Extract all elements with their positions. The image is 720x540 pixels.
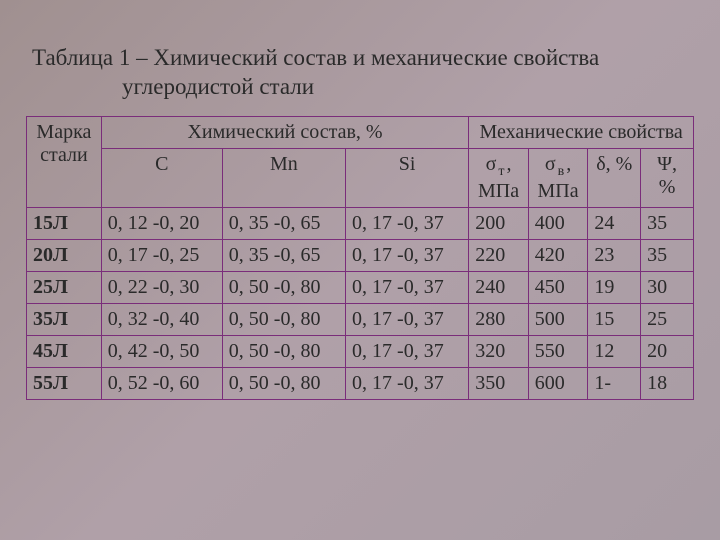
- cell-d: 15: [588, 303, 641, 335]
- cell-sv: 450: [528, 271, 588, 303]
- cell-c: 0, 12 -0, 20: [101, 207, 222, 239]
- cell-c: 0, 32 -0, 40: [101, 303, 222, 335]
- cell-mn: 0, 50 -0, 80: [222, 335, 345, 367]
- header-chem: Химический состав, %: [101, 116, 469, 148]
- cell-p: 35: [641, 207, 694, 239]
- cell-si: 0, 17 -0, 37: [346, 271, 469, 303]
- cell-m: 35Л: [27, 303, 102, 335]
- cell-m: 45Л: [27, 335, 102, 367]
- table-title: Таблица 1 – Химический состав и механиче…: [26, 44, 694, 102]
- header-sigma-v: σв, МПа: [528, 148, 588, 207]
- header-marka: Марка стали: [27, 116, 102, 207]
- cell-st: 220: [469, 239, 529, 271]
- title-line2: углеродистой стали: [32, 73, 694, 102]
- cell-si: 0, 17 -0, 37: [346, 367, 469, 399]
- table-row: 15Л0, 12 -0, 200, 35 -0, 650, 17 -0, 372…: [27, 207, 694, 239]
- cell-d: 24: [588, 207, 641, 239]
- cell-sv: 600: [528, 367, 588, 399]
- cell-si: 0, 17 -0, 37: [346, 207, 469, 239]
- cell-si: 0, 17 -0, 37: [346, 335, 469, 367]
- header-c: С: [101, 148, 222, 207]
- cell-si: 0, 17 -0, 37: [346, 239, 469, 271]
- header-sigma-t: σт, МПа: [469, 148, 529, 207]
- cell-mn: 0, 50 -0, 80: [222, 303, 345, 335]
- cell-m: 15Л: [27, 207, 102, 239]
- table-row: 55Л0, 52 -0, 600, 50 -0, 800, 17 -0, 373…: [27, 367, 694, 399]
- header-si: Si: [346, 148, 469, 207]
- header-delta: δ, %: [588, 148, 641, 207]
- cell-p: 18: [641, 367, 694, 399]
- cell-m: 25Л: [27, 271, 102, 303]
- cell-st: 240: [469, 271, 529, 303]
- cell-d: 23: [588, 239, 641, 271]
- cell-c: 0, 52 -0, 60: [101, 367, 222, 399]
- header-mech: Механические свойства: [469, 116, 694, 148]
- cell-st: 200: [469, 207, 529, 239]
- cell-mn: 0, 35 -0, 65: [222, 207, 345, 239]
- table-row: 45Л0, 42 -0, 500, 50 -0, 800, 17 -0, 373…: [27, 335, 694, 367]
- cell-d: 12: [588, 335, 641, 367]
- cell-d: 1-: [588, 367, 641, 399]
- cell-mn: 0, 50 -0, 80: [222, 271, 345, 303]
- header-mn: Mn: [222, 148, 345, 207]
- cell-p: 25: [641, 303, 694, 335]
- cell-c: 0, 22 -0, 30: [101, 271, 222, 303]
- title-line1: Таблица 1 – Химический состав и механиче…: [32, 44, 694, 73]
- cell-p: 30: [641, 271, 694, 303]
- cell-mn: 0, 35 -0, 65: [222, 239, 345, 271]
- table-row: 35Л0, 32 -0, 400, 50 -0, 800, 17 -0, 372…: [27, 303, 694, 335]
- cell-st: 320: [469, 335, 529, 367]
- cell-mn: 0, 50 -0, 80: [222, 367, 345, 399]
- cell-st: 280: [469, 303, 529, 335]
- cell-sv: 550: [528, 335, 588, 367]
- cell-m: 20Л: [27, 239, 102, 271]
- table-body: 15Л0, 12 -0, 200, 35 -0, 650, 17 -0, 372…: [27, 207, 694, 399]
- cell-c: 0, 17 -0, 25: [101, 239, 222, 271]
- cell-si: 0, 17 -0, 37: [346, 303, 469, 335]
- cell-m: 55Л: [27, 367, 102, 399]
- cell-p: 35: [641, 239, 694, 271]
- cell-c: 0, 42 -0, 50: [101, 335, 222, 367]
- cell-sv: 420: [528, 239, 588, 271]
- header-psi: Ψ, %: [641, 148, 694, 207]
- steel-table: Марка стали Химический состав, % Механич…: [26, 116, 694, 400]
- cell-p: 20: [641, 335, 694, 367]
- cell-sv: 500: [528, 303, 588, 335]
- cell-st: 350: [469, 367, 529, 399]
- table-row: 20Л0, 17 -0, 250, 35 -0, 650, 17 -0, 372…: [27, 239, 694, 271]
- cell-sv: 400: [528, 207, 588, 239]
- table-row: 25Л0, 22 -0, 300, 50 -0, 800, 17 -0, 372…: [27, 271, 694, 303]
- cell-d: 19: [588, 271, 641, 303]
